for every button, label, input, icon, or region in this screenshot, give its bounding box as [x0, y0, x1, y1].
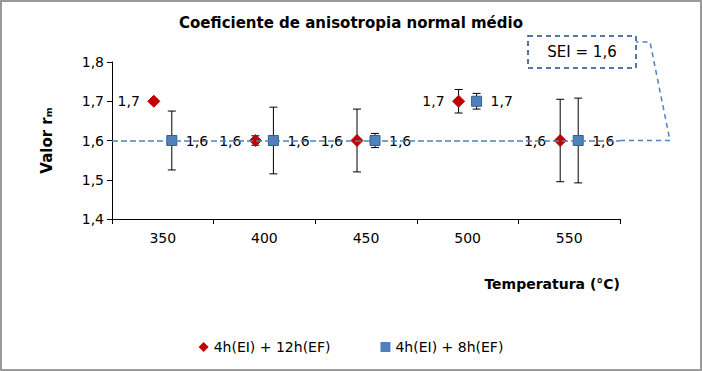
svg-text:Temperatura (°C): Temperatura (°C) [484, 276, 620, 292]
svg-text:1,6: 1,6 [592, 132, 615, 149]
svg-text:1,7: 1,7 [491, 93, 513, 109]
svg-text:1,6: 1,6 [287, 132, 310, 149]
svg-text:1,8: 1,8 [82, 54, 104, 70]
svg-text:1,6: 1,6 [389, 132, 412, 149]
svg-text:450: 450 [353, 230, 380, 246]
svg-text:500: 500 [454, 230, 481, 246]
svg-text:SEI = 1,6: SEI = 1,6 [547, 43, 616, 61]
svg-text:350: 350 [149, 230, 176, 246]
svg-text:4h(EI) + 12h(EF): 4h(EI) + 12h(EF) [214, 339, 331, 355]
svg-text:1,7: 1,7 [82, 93, 104, 109]
svg-text:1,5: 1,5 [82, 172, 104, 188]
svg-text:1,6: 1,6 [320, 132, 343, 149]
svg-text:1,6: 1,6 [523, 132, 547, 149]
svg-text:1,6: 1,6 [219, 132, 242, 149]
svg-text:1,7: 1,7 [422, 93, 444, 109]
svg-text:400: 400 [251, 230, 278, 246]
svg-text:1,4: 1,4 [82, 211, 104, 227]
svg-text:Valor rₘ: Valor rₘ [38, 107, 56, 173]
svg-text:1,6: 1,6 [82, 133, 104, 149]
svg-text:1,6: 1,6 [185, 132, 209, 149]
svg-text:550: 550 [556, 230, 583, 246]
svg-text:4h(EI) + 8h(EF): 4h(EI) + 8h(EF) [395, 339, 503, 355]
svg-text:1,7: 1,7 [118, 93, 140, 109]
svg-text:Coeficiente de anisotropia nor: Coeficiente de anisotropia normal médio [179, 14, 523, 32]
